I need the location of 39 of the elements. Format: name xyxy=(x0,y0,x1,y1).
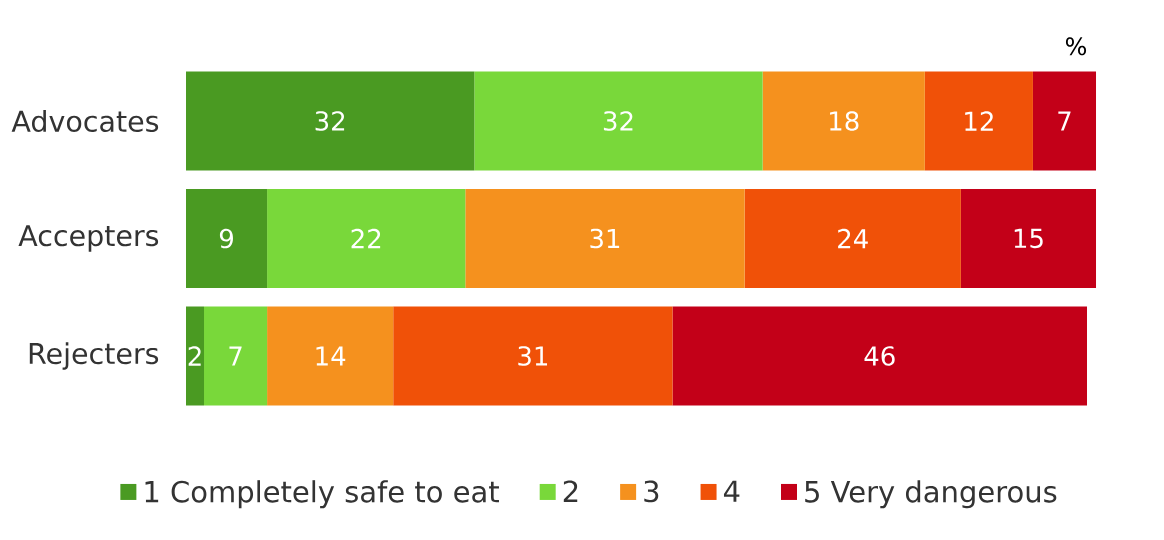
text: % xyxy=(1065,37,1087,56)
data-label: 7 xyxy=(229,346,242,366)
legend-label: 3 xyxy=(644,480,659,503)
bar xyxy=(474,71,763,171)
bar xyxy=(744,189,961,288)
y-tick-label: Rejecters xyxy=(29,342,159,370)
y-tick-label: Accepters xyxy=(18,225,159,252)
bar xyxy=(204,306,268,406)
data-label: 32 xyxy=(315,111,345,131)
bar xyxy=(186,306,205,406)
data-label: 14 xyxy=(316,346,346,366)
legend-label: 5 Very dangerous xyxy=(805,480,1057,509)
data-label: 31 xyxy=(590,228,620,249)
data-label: 12 xyxy=(965,111,993,131)
bar xyxy=(465,189,745,288)
y-tick-label: Advocates xyxy=(11,109,159,133)
legend-label: 4 xyxy=(723,480,740,502)
bar xyxy=(186,189,268,288)
bar xyxy=(393,306,673,406)
data-label: 2 xyxy=(188,346,201,366)
data-label: 18 xyxy=(830,111,859,131)
bar xyxy=(267,189,466,288)
data-label: 31 xyxy=(518,346,548,366)
bar xyxy=(762,71,925,171)
data-label: 9 xyxy=(219,228,233,249)
data-label: 46 xyxy=(864,346,895,366)
bar xyxy=(186,71,475,171)
data-label: 32 xyxy=(603,111,633,131)
bar xyxy=(924,71,1033,171)
data-label: 7 xyxy=(1058,111,1071,131)
legend-label: 2 xyxy=(563,480,578,502)
data-label: 15 xyxy=(1014,228,1043,249)
bar xyxy=(960,189,1097,288)
bar xyxy=(672,306,1087,406)
data-label: 24 xyxy=(838,228,868,249)
bar xyxy=(267,306,394,406)
legend-label: 1 Completely safe to eat xyxy=(145,480,499,509)
bar xyxy=(1032,71,1097,171)
data-label: 22 xyxy=(351,228,381,249)
